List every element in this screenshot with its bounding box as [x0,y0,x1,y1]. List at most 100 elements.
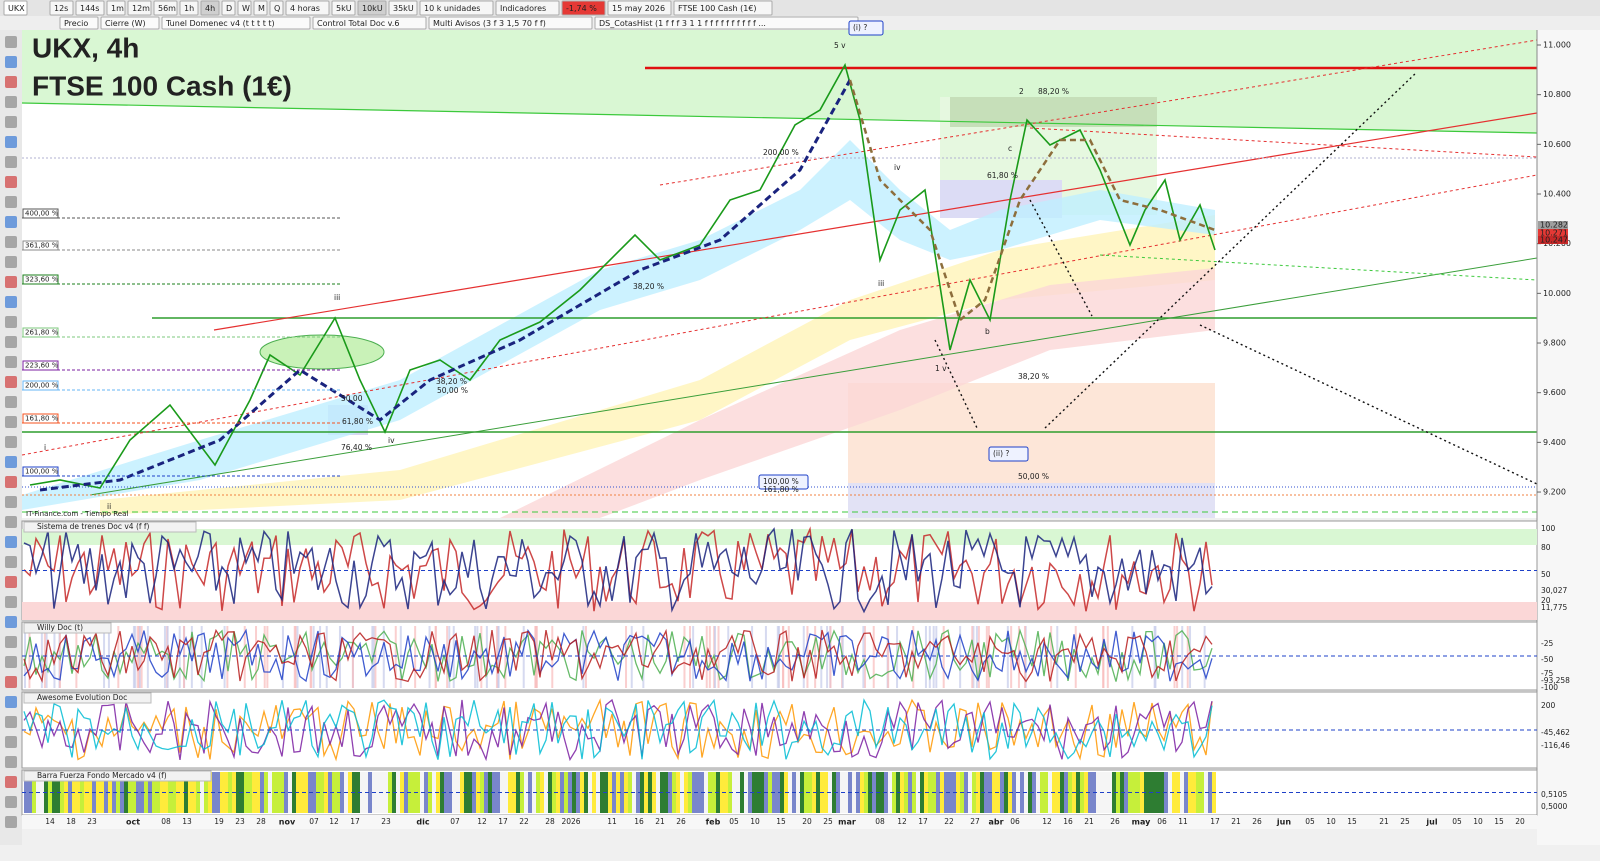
tool-icon[interactable] [5,396,17,408]
button-label[interactable]: 4 horas [290,4,320,13]
button-label[interactable]: 144s [80,4,99,13]
button-label[interactable]: Multi Avisos (3 f 3 1,5 70 f f) [433,19,546,28]
toolbar-button[interactable] [200,0,220,16]
toolbar-button[interactable] [179,0,199,16]
tool-icon[interactable] [5,96,17,108]
tool-icon[interactable] [5,736,17,748]
tool-icon[interactable] [5,416,17,428]
toolbar-button[interactable] [428,16,593,30]
tool-icon[interactable] [5,776,17,788]
trend-line [213,112,1538,331]
tool-icon[interactable] [5,196,17,208]
tool-icon[interactable] [5,316,17,328]
button-label[interactable]: Indicadores [500,4,546,13]
strength-bar [508,772,512,813]
toolbar-button[interactable] [388,0,418,16]
toolbar-button[interactable] [357,0,387,16]
button-label[interactable]: 10kU [362,4,383,13]
toolbar-button[interactable] [607,0,672,16]
toolbar-button[interactable] [285,0,330,16]
signal-bar [1010,626,1013,688]
toolbar-button[interactable] [253,0,268,16]
button-label[interactable]: DS_CotasHist (1 f f f 3 1 1 f f f f f f … [599,19,766,28]
toolbar-button[interactable] [561,0,606,16]
button-label[interactable]: -1,74 % [566,4,597,13]
tool-icon[interactable] [5,36,17,48]
price-tag-label: 10.247 [1540,236,1568,245]
toolbar-button[interactable] [221,0,236,16]
toolbar-button[interactable] [59,16,99,30]
tool-icon[interactable] [5,576,17,588]
button-label[interactable]: 5kU [336,4,352,13]
fib-box [22,208,59,219]
tool-icon[interactable] [5,456,17,468]
toolbar-button[interactable] [100,16,160,30]
tool-icon[interactable] [5,376,17,388]
tool-icon[interactable] [5,356,17,368]
button-label[interactable]: Cierre (W) [105,19,146,28]
button-label[interactable]: W [242,4,250,13]
button-label[interactable]: Tunel Domenec v4 (t t t t t) [165,19,275,28]
tool-icon[interactable] [5,216,17,228]
tool-icon[interactable] [5,696,17,708]
button-label[interactable]: 1m [111,4,124,13]
button-label[interactable]: Q [274,4,280,13]
button-label[interactable]: FTSE 100 Cash (1€) [678,4,757,13]
tool-icon[interactable] [5,476,17,488]
toolbar-button[interactable] [127,0,152,16]
tool-icon[interactable] [5,516,17,528]
toolbar-button[interactable] [312,16,427,30]
tool-icon[interactable] [5,176,17,188]
button-label[interactable]: D [226,4,232,13]
tool-icon[interactable] [5,236,17,248]
signal-bar [504,626,507,688]
toolbar-button[interactable] [495,0,560,16]
tool-icon[interactable] [5,536,17,548]
tool-icon[interactable] [5,256,17,268]
button-label[interactable]: 12m [132,4,150,13]
toolbar-button[interactable] [106,0,126,16]
button-label[interactable]: UKX [8,4,25,13]
tool-icon[interactable] [5,336,17,348]
button-label[interactable]: M [258,4,265,13]
button-label[interactable]: 15 may 2026 [612,4,665,13]
tool-icon[interactable] [5,756,17,768]
toolbar-button[interactable] [161,16,311,30]
button-label[interactable]: Control Total Doc v.6 [317,19,399,28]
tool-icon[interactable] [5,676,17,688]
tool-icon[interactable] [5,56,17,68]
tool-icon[interactable] [5,76,17,88]
button-label[interactable]: 1h [184,4,194,13]
button-label[interactable]: 10 k unidades [424,4,480,13]
button-label[interactable]: 56m [158,4,176,13]
toolbar-button[interactable] [3,0,28,16]
toolbar-button[interactable] [269,0,284,16]
toolbar-button[interactable] [331,0,356,16]
toolbar-button[interactable] [49,0,74,16]
toolbar-button[interactable] [75,0,105,16]
tool-icon[interactable] [5,596,17,608]
button-label[interactable]: Precio [64,19,88,28]
tool-icon[interactable] [5,816,17,828]
tool-icon[interactable] [5,436,17,448]
toolbar-button[interactable] [673,0,773,16]
tool-icon[interactable] [5,656,17,668]
tool-icon[interactable] [5,296,17,308]
toolbar-button[interactable] [153,0,178,16]
tool-icon[interactable] [5,276,17,288]
strength-bar [236,772,240,813]
tool-icon[interactable] [5,156,17,168]
tool-icon[interactable] [5,636,17,648]
toolbar-button[interactable] [237,0,252,16]
tool-icon[interactable] [5,136,17,148]
button-label[interactable]: 12s [54,4,68,13]
tool-icon[interactable] [5,496,17,508]
tool-icon[interactable] [5,616,17,628]
tool-icon[interactable] [5,716,17,728]
tool-icon[interactable] [5,116,17,128]
button-label[interactable]: 4h [205,4,215,13]
toolbar-button[interactable] [419,0,494,16]
tool-icon[interactable] [5,556,17,568]
tool-icon[interactable] [5,796,17,808]
button-label[interactable]: 35kU [393,4,414,13]
